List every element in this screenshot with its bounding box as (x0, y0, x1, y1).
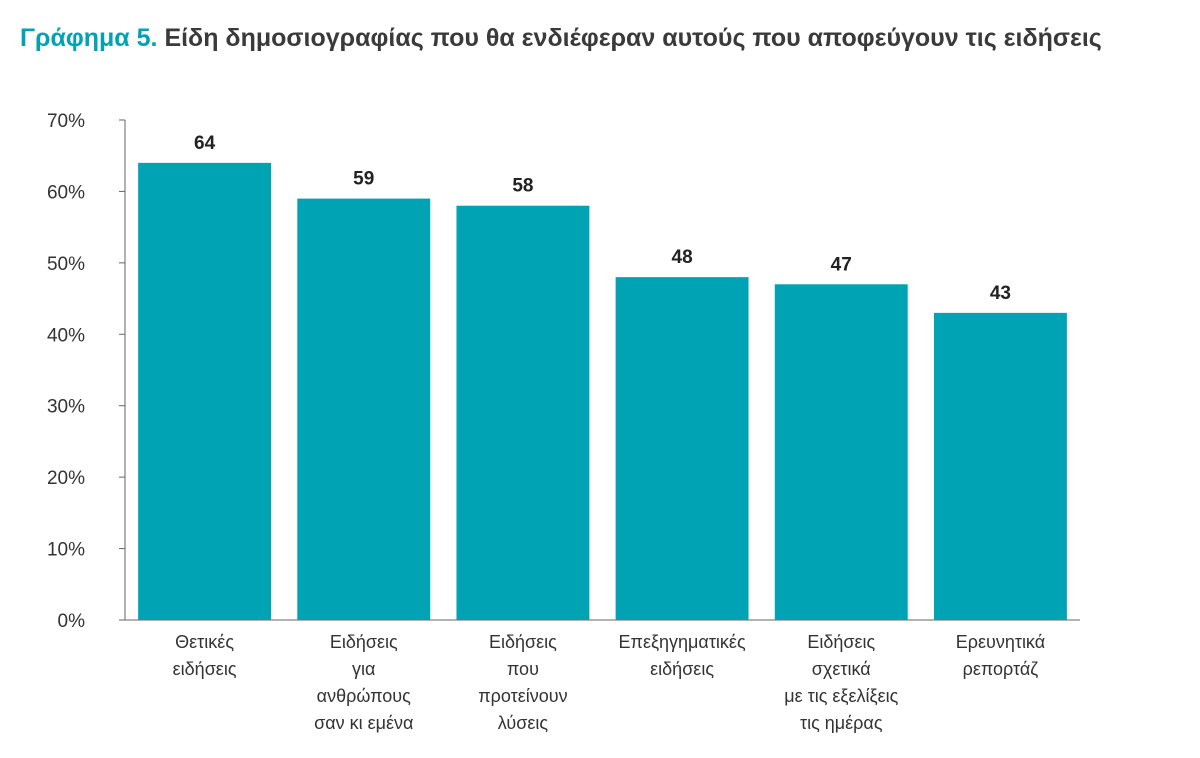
bar-value-label: 43 (990, 283, 1011, 304)
category-label-line: ρεπορτάζ (963, 659, 1039, 679)
category-label: Θετικές ειδήσεις (173, 632, 237, 679)
y-tick-label: 60% (47, 182, 85, 203)
y-tick-label: 50% (47, 254, 85, 275)
y-tick-label: 40% (47, 325, 85, 346)
bar (774, 284, 908, 620)
category-label: Ειδήσεις σχετικά με τις εξελίξεις τις ημέρα… (784, 632, 898, 733)
bar-value-label: 58 (512, 176, 533, 197)
y-tick-label: 10% (47, 540, 85, 561)
y-tick-label: 20% (47, 468, 85, 489)
category-label: Ειδήσεις που προτείνουν λύσεις (478, 632, 567, 733)
category-label: Επεξηγηματικές ειδήσεις (619, 632, 746, 679)
category-label-line: Θετικές (175, 632, 234, 652)
bar (933, 312, 1067, 620)
category-label-line: ανθρώπους (317, 686, 411, 706)
chart-category-labels: Θετικές ειδήσεις Ειδήσεις για ανθρώπους σαν κ… (173, 632, 1045, 733)
bar (615, 277, 749, 620)
category-label-line: για (352, 659, 375, 679)
y-tick-label: 30% (47, 397, 85, 418)
category-label-line: σχετικά (812, 659, 871, 679)
category-label-line: σαν κι εμένα (314, 713, 413, 733)
bar-value-label: 64 (194, 133, 216, 154)
category-label-line: λύσεις (498, 713, 549, 733)
category-label-line: ειδήσεις (650, 659, 714, 679)
category-label-line: Επεξηγηματικές (619, 632, 746, 652)
bar (297, 198, 431, 621)
category-label-line: Ειδήσεις (489, 632, 557, 652)
y-tick-label: 70% (47, 111, 85, 132)
category-label-line: προτείνουν (478, 686, 567, 706)
bar-value-label: 59 (353, 169, 374, 190)
category-label: Ερευνητικά ρεπορτάζ (956, 632, 1045, 679)
chart-title: Γράφημα 5. Είδη δημοσιογραφίας που θα εν… (20, 24, 1102, 53)
chart-title-text: Είδη δημοσιογραφίας που θα ενδιέφεραν αυ… (164, 24, 1102, 52)
category-label-line: που (507, 659, 539, 679)
category-label-line: τις ημέρας (800, 713, 883, 733)
chart-value-labels: 64 59 58 48 47 43 (194, 133, 1011, 304)
category-label-line: Ερευνητικά (956, 632, 1045, 652)
bar-value-label: 47 (831, 254, 852, 275)
category-label-line: ειδήσεις (173, 659, 237, 679)
bar (138, 162, 272, 620)
chart-title-lead: Γράφημα 5. (20, 24, 158, 52)
bar-value-label: 48 (672, 247, 693, 268)
chart-bars (138, 162, 1067, 621)
category-label: Ειδήσεις για ανθρώπους σαν κι εμένα (314, 632, 413, 733)
category-label-line: Ειδήσεις (330, 632, 398, 652)
y-tick-label: 0% (58, 611, 86, 632)
chart-axes: 0% 10% 20% 30% 40% 50% 60% 70% (47, 111, 1080, 632)
category-label-line: με τις εξελίξεις (784, 686, 898, 706)
bar (456, 205, 590, 620)
category-label-line: Ειδήσεις (807, 632, 875, 652)
